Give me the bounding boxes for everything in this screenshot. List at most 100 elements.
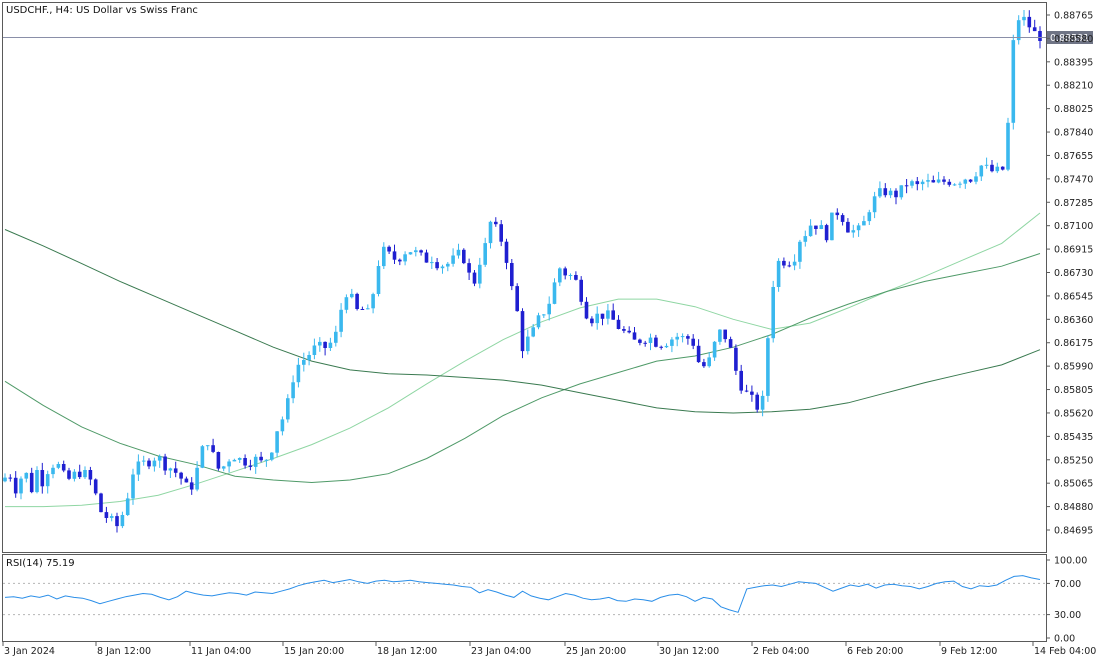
candle-body xyxy=(237,458,242,460)
candle xyxy=(638,338,642,346)
candle-body xyxy=(13,477,18,494)
candlesticks[interactable] xyxy=(3,10,1042,533)
candle-body xyxy=(568,275,573,276)
price-tick-label: 0.86730 xyxy=(1054,268,1093,279)
candle-body xyxy=(894,190,898,198)
rsi-tick-label: 30.00 xyxy=(1054,610,1081,621)
candle-body xyxy=(264,459,269,461)
candle xyxy=(808,219,813,237)
candle-body xyxy=(910,181,914,186)
candle xyxy=(376,260,381,297)
current-price-label: 0.88591 xyxy=(1050,33,1089,44)
candle xyxy=(424,249,429,263)
candle-body xyxy=(67,470,71,479)
candle xyxy=(707,352,711,368)
candle xyxy=(648,333,653,351)
candle xyxy=(382,242,386,269)
candle xyxy=(755,392,759,413)
candle xyxy=(232,458,237,462)
candle-body xyxy=(643,342,647,344)
candle-body xyxy=(456,249,461,256)
candle-body xyxy=(296,364,301,383)
candle xyxy=(814,225,818,235)
rsi-axis: 100.00 70.00 30.00 0.00 xyxy=(1046,556,1087,645)
candle-body xyxy=(787,265,792,267)
candle-body xyxy=(515,286,519,312)
candle-body xyxy=(376,266,381,294)
candle-body xyxy=(595,313,599,324)
candle xyxy=(355,292,359,311)
candle xyxy=(616,315,621,330)
candle xyxy=(547,296,551,321)
rsi-line xyxy=(4,575,1041,613)
candle-body xyxy=(899,185,904,198)
candle-body xyxy=(632,332,637,340)
candle-body xyxy=(157,456,162,461)
candle xyxy=(318,337,322,352)
candle xyxy=(451,248,455,267)
candle-body xyxy=(814,225,818,229)
candle-body xyxy=(579,279,583,302)
candle-body xyxy=(168,468,173,471)
candle-body xyxy=(291,382,295,399)
price-tick-label: 0.85990 xyxy=(1054,362,1093,373)
candle xyxy=(472,270,477,287)
candle xyxy=(430,256,434,269)
candle xyxy=(253,454,258,474)
price-tick-label: 0.88580 xyxy=(1054,34,1093,45)
candle-body xyxy=(611,310,615,320)
candle-body xyxy=(728,339,733,348)
candle xyxy=(414,246,418,257)
price-tick-label: 0.85435 xyxy=(1054,432,1093,443)
candle xyxy=(979,165,984,181)
candle-body xyxy=(56,464,61,468)
candle xyxy=(72,469,77,482)
price-tick-label: 0.85250 xyxy=(1054,455,1093,466)
candle-body xyxy=(942,179,946,182)
candle-body xyxy=(1011,40,1016,123)
candle-body xyxy=(350,293,354,298)
candle xyxy=(163,453,167,475)
candle xyxy=(168,467,173,478)
candle-body xyxy=(558,268,562,283)
candle xyxy=(760,390,765,417)
price-tick-label: 0.88395 xyxy=(1054,57,1093,68)
candle-body xyxy=(141,460,146,462)
candle-body xyxy=(510,263,514,287)
candle xyxy=(744,384,749,393)
price-tick-label: 0.87470 xyxy=(1054,174,1093,185)
main-pane-frame xyxy=(2,2,1047,553)
candle xyxy=(488,220,493,249)
candle-body xyxy=(344,297,349,310)
candle-body xyxy=(526,336,530,352)
candle xyxy=(291,375,295,404)
candle xyxy=(408,252,413,255)
candle-body xyxy=(536,315,541,328)
candle xyxy=(664,343,669,348)
candle xyxy=(595,306,599,330)
candle xyxy=(259,451,263,463)
candle-body xyxy=(77,471,82,478)
candle-body xyxy=(723,329,727,340)
candle-body xyxy=(1022,16,1026,21)
candle-body xyxy=(686,336,690,339)
price-tick-label: 0.85620 xyxy=(1054,408,1093,419)
price-tick-label: 0.86175 xyxy=(1054,338,1093,349)
candle xyxy=(286,394,290,423)
time-tick-label: 6 Feb 20:00 xyxy=(847,646,903,657)
time-tick-label: 25 Jan 20:00 xyxy=(566,646,626,657)
candle-body xyxy=(51,467,55,475)
candle xyxy=(643,340,647,347)
candle xyxy=(13,471,18,498)
candle xyxy=(478,257,482,289)
candle-body xyxy=(414,250,418,253)
candle-body xyxy=(483,243,487,265)
candle xyxy=(221,465,226,472)
candle-body xyxy=(109,516,114,518)
candle-body xyxy=(355,293,359,309)
time-tick-label: 3 Jan 2024 xyxy=(4,646,55,657)
candle-body xyxy=(675,336,679,340)
candle-body xyxy=(446,263,450,267)
candle xyxy=(894,188,898,205)
